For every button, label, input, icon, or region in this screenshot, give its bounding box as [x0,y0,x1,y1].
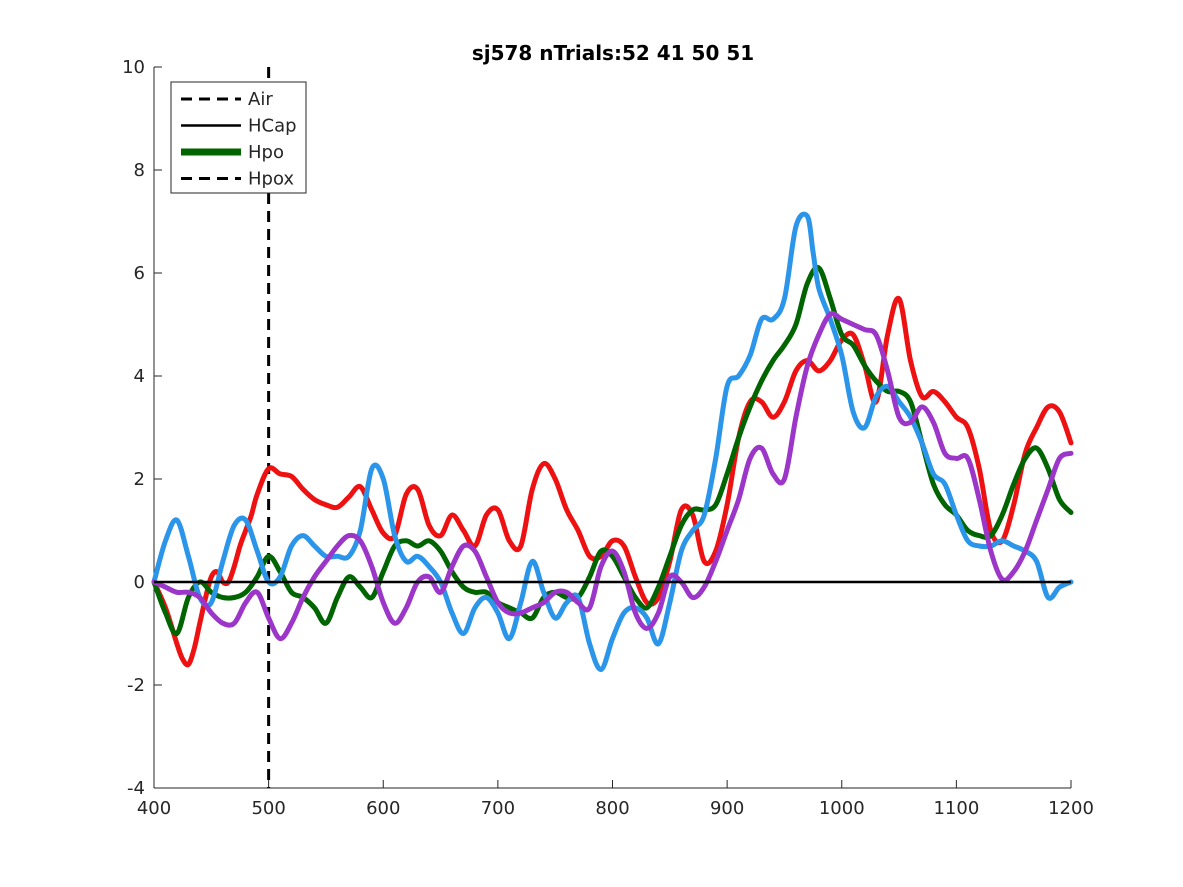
y-tick-label: 10 [122,57,145,78]
y-tick-label: 0 [134,572,145,593]
y-tick-label: 4 [134,366,145,387]
legend: Air HCap Hpo Hpox [170,81,307,194]
x-tick-label: 900 [710,798,744,819]
x-tick-label: 1200 [1048,798,1094,819]
legend-label: Hpox [248,169,294,190]
x-tick-label: 1100 [933,798,979,819]
series-layer [151,211,1074,672]
series-line-4 [151,311,1074,642]
legend-label: HCap [248,116,297,137]
axes: 400 500 600 700 800 900 1000 1100 1200 -4 -2 0 2 4 6 8 1… [122,57,1094,819]
legend-label: Hpo [248,142,284,163]
x-tick-label: 400 [137,798,171,819]
y-tick-label: -4 [127,778,145,799]
y-tick-label: 2 [134,469,145,490]
y-tick-label: -2 [127,675,145,696]
series-line-3 [151,211,1074,672]
x-tick-label: 700 [481,798,515,819]
y-tick-label: 6 [134,263,145,284]
x-tick-label: 600 [366,798,400,819]
x-tick-label: 500 [251,798,285,819]
y-tick-label: 8 [134,160,145,181]
x-tick-label: 1000 [819,798,865,819]
x-tick-label: 800 [595,798,629,819]
legend-label: Air [248,89,273,110]
chart-title: sj578 nTrials:52 41 50 51 [472,41,754,65]
